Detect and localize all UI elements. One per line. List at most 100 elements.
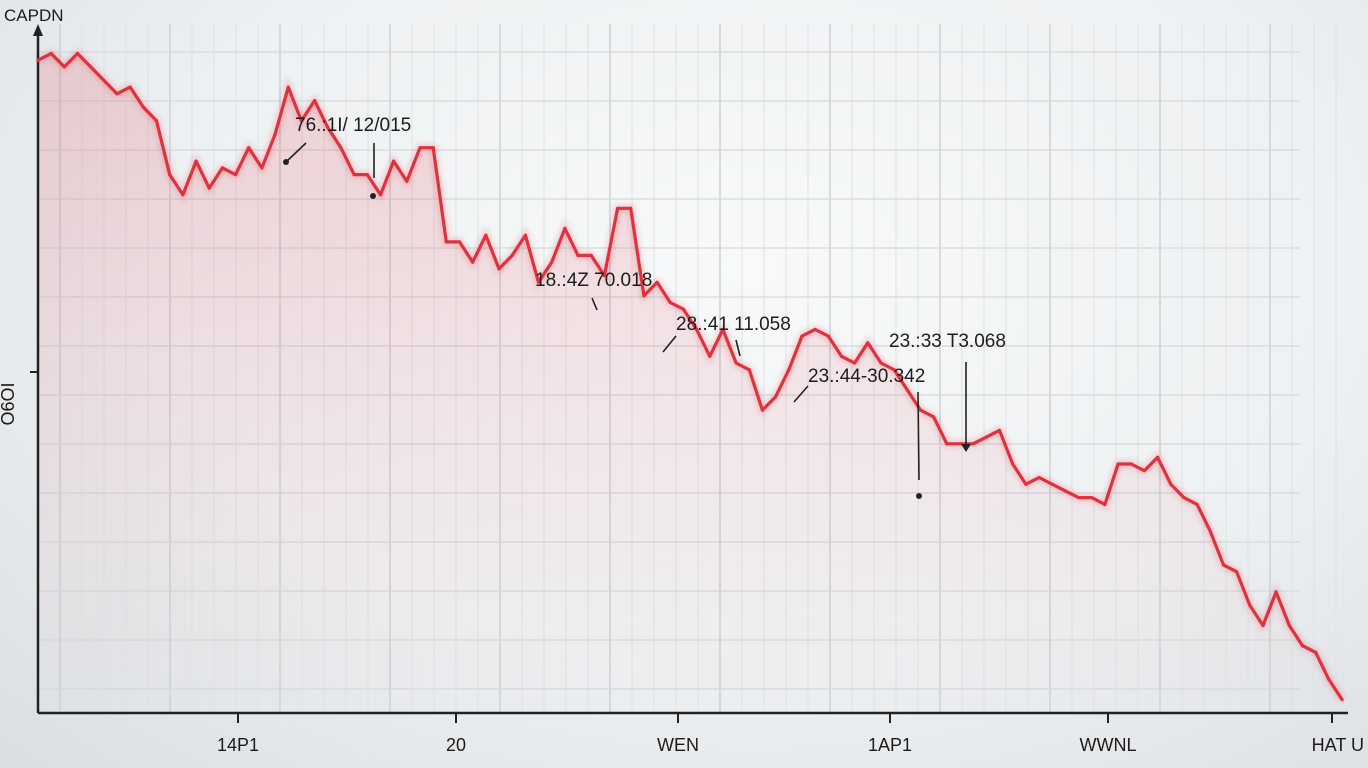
data-point <box>299 119 303 123</box>
data-point <box>1208 529 1212 533</box>
x-tick-label: 20 <box>446 735 466 755</box>
data-point <box>1182 496 1186 500</box>
data-point <box>1129 462 1133 466</box>
data-point <box>1340 697 1344 702</box>
x-ticks: 14P1 20 WEN 1AP1 WWNL HAT U <box>217 713 1364 755</box>
data-point <box>365 173 369 177</box>
data-point <box>945 442 949 446</box>
data-point <box>313 99 317 103</box>
data-point <box>378 193 383 197</box>
data-point <box>747 368 751 372</box>
data-point <box>892 368 896 372</box>
data-point <box>36 58 40 62</box>
data-point <box>444 240 448 244</box>
data-point <box>602 274 607 278</box>
annotation-leader-line <box>285 142 307 163</box>
data-point <box>405 179 409 183</box>
line-shadow <box>38 53 1342 713</box>
data-point <box>457 240 462 244</box>
data-point <box>1235 570 1239 574</box>
data-point <box>1248 603 1252 607</box>
data-point <box>932 415 936 419</box>
data-point <box>1037 475 1041 480</box>
data-point <box>1077 496 1081 500</box>
data-point <box>1063 489 1067 493</box>
data-point <box>154 119 159 123</box>
data-point <box>760 408 765 412</box>
data-point <box>1314 650 1318 655</box>
data-point <box>681 307 686 311</box>
data-point <box>971 442 975 446</box>
data-point <box>800 334 804 338</box>
data-point <box>234 173 238 177</box>
data-point <box>616 206 620 210</box>
x-tick-label: 14P1 <box>217 735 259 755</box>
x-tick-label: HAT U <box>1312 735 1364 755</box>
data-point <box>813 327 817 331</box>
data-point <box>220 166 224 170</box>
data-point <box>194 159 198 163</box>
data-point <box>75 51 80 56</box>
data-point <box>1090 496 1094 500</box>
x-tick-label: 1AP1 <box>868 735 912 755</box>
annotations: 76.:1I/ 12/015 18.:4Z 70.018 28.:41 11.058… <box>283 115 1006 499</box>
data-point <box>1274 590 1278 594</box>
labels: CAPDN O6OI <box>0 6 64 426</box>
data-point <box>655 280 659 284</box>
data-point <box>352 173 356 177</box>
data-point <box>550 260 554 264</box>
annotation-leader-line <box>662 335 677 353</box>
annotation-label: 23.:44-30.342 <box>808 366 925 387</box>
data-point <box>207 186 211 190</box>
data-point <box>141 105 145 109</box>
annotation-label: 28.:41 11.058 <box>676 314 791 335</box>
data-point <box>286 85 290 89</box>
axes <box>30 24 1348 715</box>
annotation-marker <box>916 493 922 499</box>
data-point <box>958 442 962 446</box>
data-point <box>708 354 712 358</box>
data-point <box>1116 462 1120 466</box>
annotation-label: 18.:4Z 70.018 <box>535 270 652 291</box>
data-point <box>918 408 923 412</box>
data-point <box>536 280 541 284</box>
data-point <box>471 260 475 264</box>
data-point <box>1011 462 1015 466</box>
data-point <box>1300 644 1305 648</box>
data-point <box>853 361 857 365</box>
data-point <box>510 253 514 257</box>
data-point <box>431 146 435 150</box>
data-point <box>629 206 633 210</box>
data-series <box>36 51 1344 702</box>
data-point <box>1024 482 1028 486</box>
data-point <box>1156 455 1160 459</box>
data-point <box>115 92 119 96</box>
x-tick-label: WWNL <box>1080 735 1137 755</box>
data-point <box>695 327 699 331</box>
chart-title: CAPDN <box>4 6 64 25</box>
data-point <box>1169 482 1173 486</box>
data-point <box>497 267 501 271</box>
annotation-arrow-icon <box>961 444 971 452</box>
data-point <box>523 233 528 237</box>
data-point <box>1050 482 1054 486</box>
annotation-leader-line <box>735 339 741 357</box>
data-point <box>1221 563 1226 567</box>
x-tick-label: WEN <box>657 735 699 755</box>
data-point <box>339 146 343 150</box>
data-point <box>260 166 264 170</box>
y-axis-label: O6OI <box>0 382 18 425</box>
data-point <box>128 85 132 89</box>
data-point <box>997 428 1002 432</box>
annotation-marker <box>370 193 376 199</box>
data-point <box>787 368 791 372</box>
data-point <box>1327 677 1331 682</box>
data-point <box>734 361 738 365</box>
annotation-leader-line <box>917 391 920 481</box>
data-point <box>589 253 593 257</box>
data-point <box>1195 502 1199 506</box>
data-point <box>563 226 567 230</box>
data-point <box>1287 623 1291 628</box>
